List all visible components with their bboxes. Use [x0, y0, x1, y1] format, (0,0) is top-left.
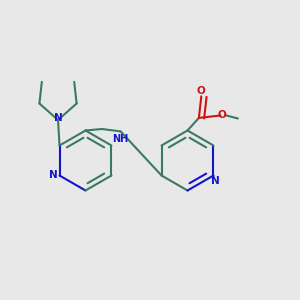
Text: O: O: [197, 86, 206, 96]
Text: O: O: [217, 110, 226, 120]
Text: N: N: [211, 176, 219, 186]
Text: N: N: [54, 112, 62, 123]
Text: N: N: [49, 170, 57, 181]
Text: NH: NH: [112, 134, 129, 144]
